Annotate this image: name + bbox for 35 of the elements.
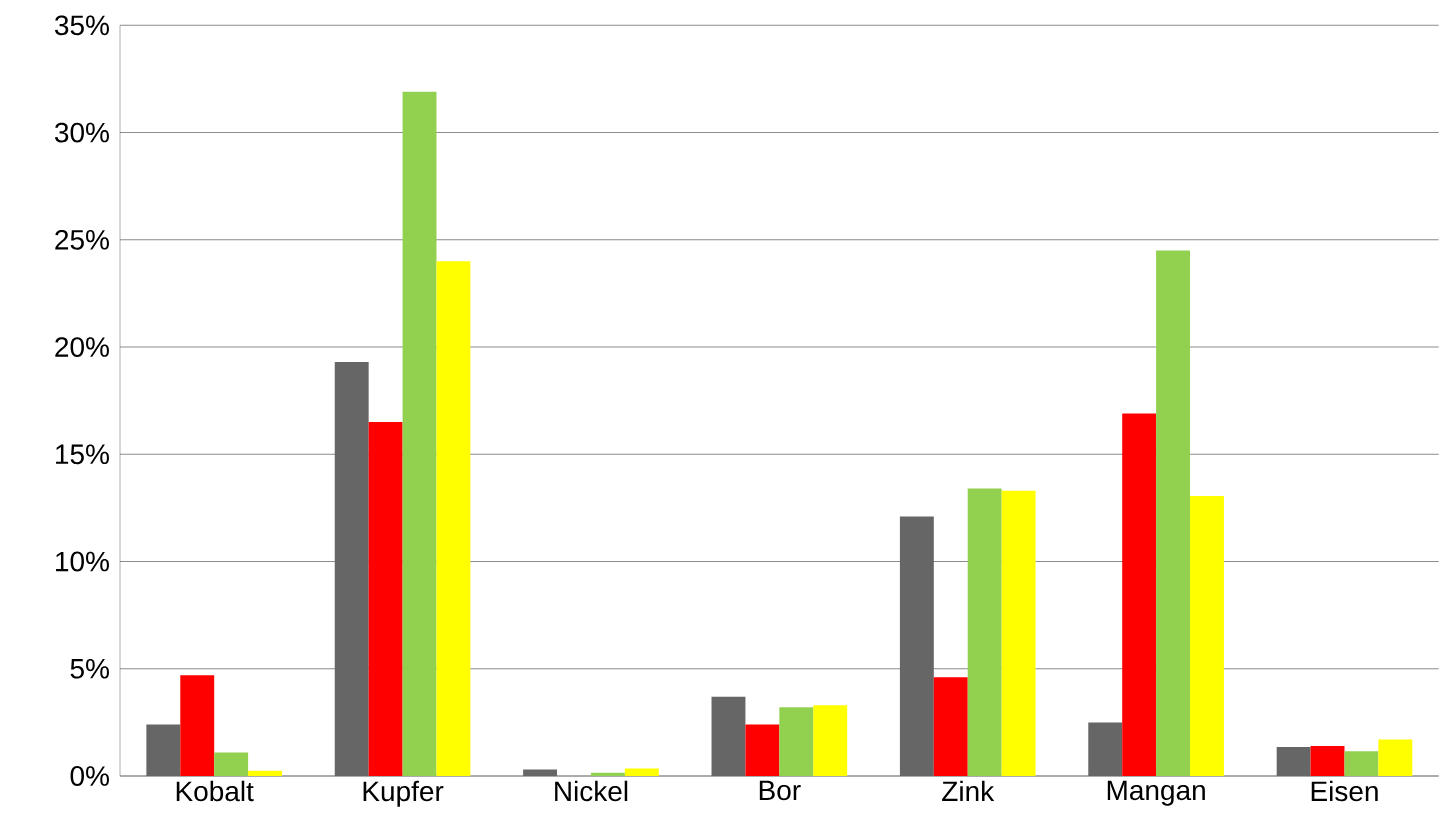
x-tick-label: Zink [942, 780, 995, 801]
bar [745, 724, 780, 776]
x-tick-label: Kupfer [363, 780, 444, 807]
bar [1156, 250, 1191, 776]
x-tick-label: Bor [759, 780, 801, 801]
x-tick-label: Mangan [1107, 780, 1205, 806]
x-tick-label: Kobalt [176, 780, 254, 802]
bar [436, 261, 471, 776]
y-tick-label: 10% [56, 551, 109, 572]
x-tick-label: Nickel [555, 780, 628, 802]
bar [933, 677, 968, 776]
y-tick-label: 20% [55, 337, 109, 357]
y-tick-label: 5% [70, 658, 109, 679]
bar [214, 752, 249, 776]
bar [590, 772, 625, 776]
bar [402, 91, 437, 776]
x-tick-label: Eisen [1311, 780, 1378, 802]
y-tick-label: 35% [54, 15, 109, 36]
bar [813, 705, 848, 776]
bar [1310, 745, 1345, 776]
y-tick-label: 30% [54, 122, 109, 143]
bar [1190, 496, 1224, 776]
y-tick-label: 0% [70, 766, 109, 786]
bar [248, 770, 283, 776]
bar [1001, 490, 1036, 776]
bar [967, 488, 1002, 776]
bar [779, 707, 814, 776]
bar [180, 675, 215, 776]
y-tick-label: 15% [56, 444, 109, 465]
bar [1378, 739, 1413, 776]
y-tick-label: 25% [55, 229, 109, 250]
bar [624, 768, 659, 776]
bar [1122, 413, 1157, 776]
bar [368, 422, 403, 776]
bar [1344, 751, 1379, 776]
